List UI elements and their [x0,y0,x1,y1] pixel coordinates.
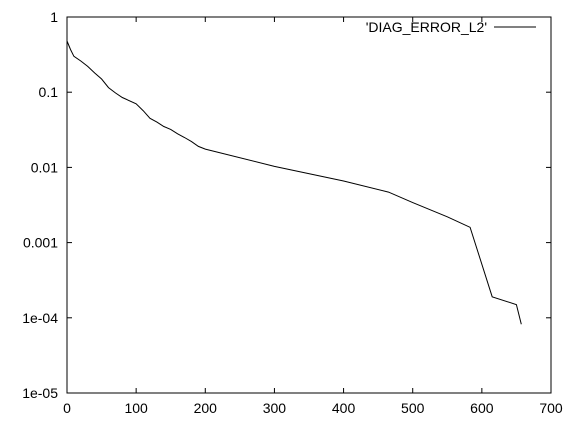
plot-frame [66,16,552,394]
x-tick-label: 700 [539,400,563,416]
x-tick-label: 0 [63,400,71,416]
x-tick-label: 300 [263,400,287,416]
x-axis: 0 100 200 300 400 500 600 700 [63,17,563,416]
x-tick-label: 600 [470,400,494,416]
y-tick-label: 0.01 [31,159,58,175]
y-tick-label: 0.001 [23,235,58,251]
y-tick-label: 1e-04 [22,310,58,326]
x-tick-label: 200 [194,400,218,416]
series-line [66,40,522,325]
y-tick-label: 0.1 [39,84,59,100]
x-tick-label: 500 [401,400,425,416]
y-axis: 1 0.1 0.01 0.001 1e-04 1e-05 [22,9,551,401]
y-tick-label: 1 [50,9,58,25]
y-tick-label: 1e-05 [22,385,58,401]
series-layer [66,40,522,325]
x-tick-label: 100 [124,400,148,416]
legend: 'DIAG_ERROR_L2' [366,19,536,35]
legend-label: 'DIAG_ERROR_L2' [366,19,487,35]
x-tick-label: 400 [332,400,356,416]
